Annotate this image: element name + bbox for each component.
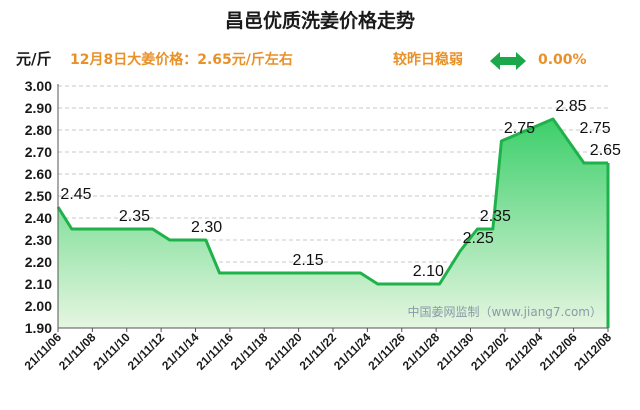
x-tick-label: 21/11/08 [56,330,99,373]
y-tick-label: 2.80 [25,122,52,138]
y-tick-label: 2.10 [25,276,52,292]
y-tick-label: 2.30 [25,232,52,248]
x-tick-label: 21/11/14 [159,330,202,373]
trend-note: 较昨日稳弱 [393,51,463,68]
y-tick-label: 2.20 [25,254,52,270]
y-tick-label: 3.00 [25,78,52,94]
data-label: 2.85 [555,98,586,115]
data-label: 2.65 [590,142,621,159]
y-tick-label: 2.70 [25,144,52,160]
change-value: 0.00% [538,52,587,68]
data-label: 2.45 [60,186,91,203]
x-tick-label: 21/11/10 [90,330,133,373]
double-arrow-icon [490,52,526,70]
x-tick-label: 21/11/26 [365,330,408,373]
x-tick-label: 21/11/22 [297,330,340,373]
x-axis-ticks: 21/11/0621/11/0821/11/1021/11/1221/11/14… [22,328,614,373]
x-tick-label: 21/12/08 [571,330,614,373]
y-tick-label: 2.50 [25,188,52,204]
data-label: 2.35 [119,208,150,225]
data-label: 2.30 [191,219,222,236]
data-label: 2.10 [413,263,444,280]
price-area-fill [58,119,608,328]
data-label: 2.75 [504,120,535,137]
x-tick-label: 21/11/16 [194,330,237,373]
y-tick-label: 1.90 [25,320,52,336]
y-axis-ticks: 1.90 2.00 2.10 2.20 2.30 2.40 2.50 2.60 2.70 2.80… [25,78,52,336]
y-tick-label: 2.60 [25,166,52,182]
y-tick-label: 2.90 [25,100,52,116]
y-tick-label: 2.00 [25,298,52,314]
data-label: 2.25 [463,230,494,247]
data-labels: 2.45 2.35 2.30 2.15 2.10 2.25 2.35 2.75 2.85 2.75… [60,98,621,280]
data-label: 2.35 [480,208,511,225]
x-tick-label: 21/11/06 [22,330,65,373]
x-tick-label: 21/11/12 [125,330,168,373]
x-tick-label: 21/11/18 [228,330,271,373]
price-area [56,117,610,328]
chart-title: 昌邑优质洗姜价格走势 [225,9,415,32]
price-line [56,117,608,286]
x-tick-label: 21/11/20 [262,330,305,373]
watermark: 中国姜网监制（www.jiang7.com） [408,304,602,319]
data-label: 2.75 [579,120,610,137]
price-note: 12月8日大姜价格：2.65元/斤左右 [70,51,293,68]
x-tick-label: 21/11/24 [331,330,374,373]
x-tick-label: 21/11/28 [400,330,443,373]
data-label: 2.15 [292,252,323,269]
unit-label: 元/斤 [16,50,51,68]
y-tick-label: 2.40 [25,210,52,226]
